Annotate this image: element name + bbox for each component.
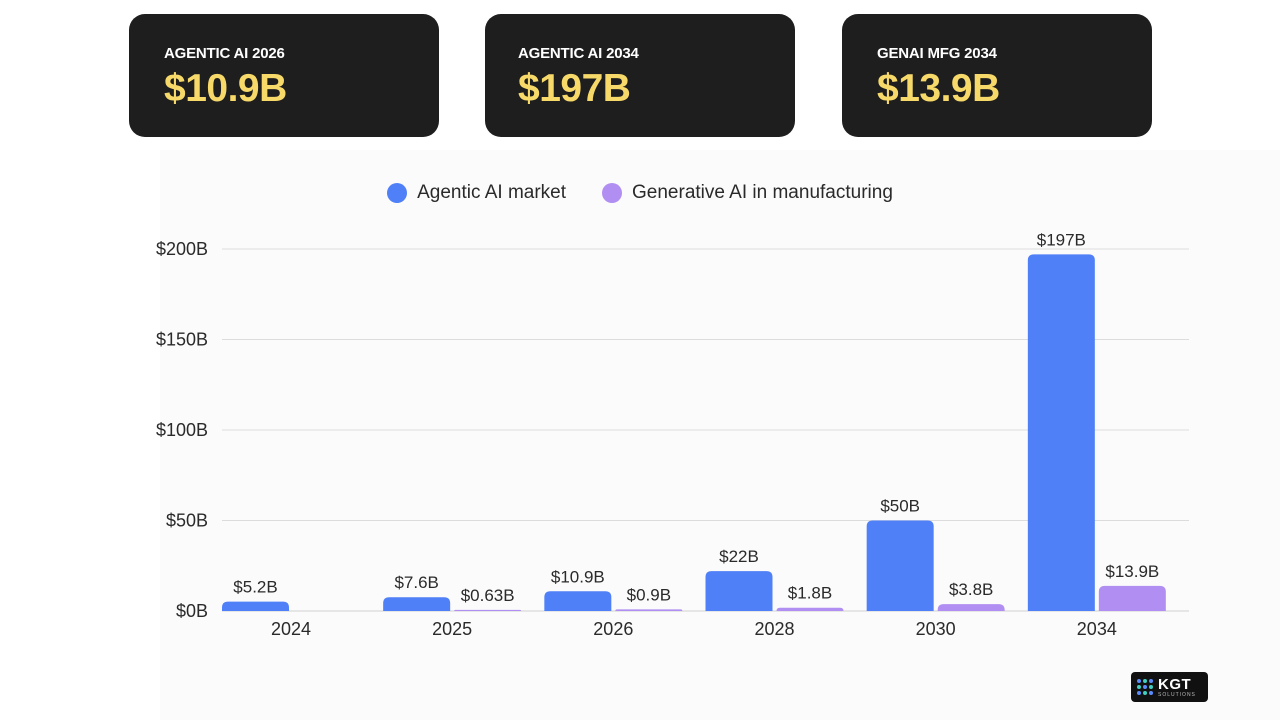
y-tick-label: $0B [176,601,208,621]
x-tick-label: 2028 [754,619,794,639]
data-label: $3.8B [949,580,993,599]
chart-legend: Agentic AI market Generative AI in manuf… [0,180,1280,206]
y-tick-label: $150B [156,330,208,350]
bar-agentic [705,571,773,611]
data-label: $197B [1037,230,1086,249]
data-label: $5.2B [233,578,277,597]
data-label: $0.63B [461,586,515,605]
x-tick-label: 2030 [916,619,956,639]
x-tick-label: 2034 [1077,619,1117,639]
bar-agentic [383,597,451,611]
legend-item-generative[interactable]: Generative AI in manufacturing [602,182,893,204]
x-tick-label: 2024 [271,619,311,639]
stat-card-agentic-2034: AGENTIC AI 2034 $197B [485,14,795,137]
bar-generative [454,609,522,611]
stat-card-value: $13.9B [877,67,1000,110]
stat-card-agentic-2026: AGENTIC AI 2026 $10.9B [129,14,439,137]
bar-agentic [1027,254,1095,611]
data-label: $0.9B [627,585,671,604]
bar-generative [937,604,1005,611]
data-label: $1.8B [788,584,832,603]
company-logo: KGT SOLUTIONS [1131,672,1208,702]
stat-card-label: GENAI MFG 2034 [877,45,997,62]
bar-agentic [866,520,934,611]
stat-card-genai-mfg-2034: GENAI MFG 2034 $13.9B [842,14,1152,137]
bar-generative [1098,585,1166,611]
x-tick-label: 2025 [432,619,472,639]
legend-label-generative: Generative AI in manufacturing [632,182,893,203]
data-label: $22B [719,547,759,566]
stat-card-value: $197B [518,67,631,110]
legend-item-agentic[interactable]: Agentic AI market [387,182,566,204]
legend-label-agentic: Agentic AI market [417,182,567,203]
stat-card-value: $10.9B [164,67,287,110]
stat-card-label: AGENTIC AI 2026 [164,45,285,62]
logo-mark-icon [1137,679,1153,695]
stat-card-label: AGENTIC AI 2034 [518,45,639,62]
data-label: $10.9B [551,567,605,586]
data-label: $50B [880,497,920,516]
y-tick-label: $50B [166,511,208,531]
data-label: $7.6B [394,573,438,592]
legend-swatch-agentic [387,183,408,203]
legend-swatch-generative [602,183,623,203]
logo-text: KGT [1158,675,1192,693]
y-tick-label: $100B [156,420,208,440]
bar-agentic [222,601,289,611]
logo-subtext: SOLUTIONS [1158,691,1196,698]
y-tick-label: $200B [156,239,208,259]
bar-generative [776,607,844,611]
x-tick-label: 2026 [593,619,633,639]
data-label: $13.9B [1105,562,1159,581]
bar-generative [615,609,683,611]
bar-agentic [544,591,612,611]
